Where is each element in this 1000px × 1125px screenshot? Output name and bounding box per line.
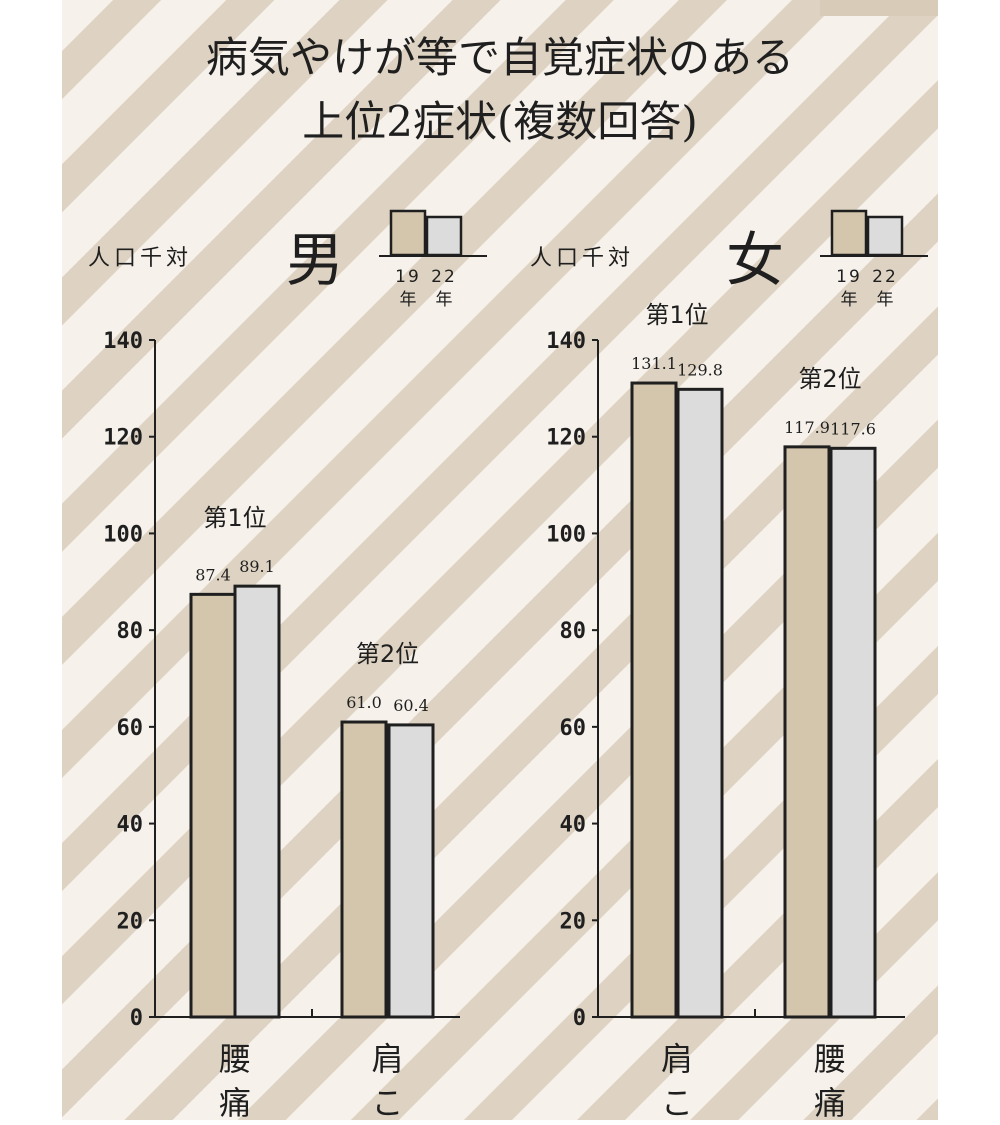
category-label: 腰: [219, 1040, 251, 1078]
category-label: 痛: [814, 1084, 846, 1120]
chart-title-line1: 病気やけが等で自覚症状のある: [206, 33, 794, 82]
legend-swatch-19: [389, 209, 427, 257]
data-label: 87.4: [195, 565, 231, 584]
legend-year-22: 22: [431, 267, 457, 287]
y-tick-label: 80: [560, 619, 587, 644]
y-tick-label: 60: [117, 716, 144, 741]
bar-腰痛-22: [233, 584, 281, 1019]
data-label: 117.9: [784, 418, 830, 437]
category-label: こ: [371, 1084, 403, 1120]
data-label: 89.1: [239, 557, 275, 576]
y-tick-label: 40: [560, 813, 587, 838]
bar-肩こ-22: [387, 723, 435, 1019]
y-tick-label: 120: [546, 426, 586, 451]
rank-label: 第1位: [645, 301, 708, 329]
bar-肩こ-22: [676, 387, 724, 1019]
bar-腰痛-22: [829, 446, 877, 1019]
legend: 19 年 22 年: [820, 209, 928, 310]
legend-suffix: 年: [841, 290, 858, 310]
y-tick-label: 0: [573, 1006, 586, 1031]
rank-label: 第1位: [203, 504, 266, 532]
legend-year-19: 19: [836, 267, 862, 287]
y-tick-label: 20: [117, 909, 144, 934]
legend: 19 年 22 年: [379, 209, 487, 310]
bar-腰痛-19: [783, 445, 831, 1019]
bar-肩こ-19: [340, 720, 388, 1019]
bar-肩こ-19: [630, 381, 678, 1019]
legend-swatch-22: [866, 215, 904, 257]
category-label: 肩: [371, 1040, 403, 1078]
y-tick-label: 40: [117, 813, 144, 838]
category-label: 腰: [814, 1040, 846, 1078]
unit-label: 人口千対: [530, 246, 634, 271]
panel-male: 人口千対 男 19 年 22 年 0 20 40 60 80 100 120 140 87.4 89.1 第1位…: [88, 209, 487, 1122]
y-tick-label: 100: [103, 522, 143, 547]
rank-label: 第2位: [356, 640, 419, 668]
y-tick-label: 80: [117, 619, 144, 644]
legend-year-19: 19: [395, 267, 421, 287]
legend-swatch-19: [830, 209, 868, 257]
legend-suffix: 年: [400, 290, 417, 310]
rank-label: 第2位: [798, 365, 861, 393]
y-tick-label: 100: [546, 522, 586, 547]
panel-title: 男: [286, 226, 344, 294]
y-tick-label: 0: [130, 1006, 143, 1031]
y-tick-label: 120: [103, 426, 143, 451]
legend-suffix: 年: [877, 290, 894, 310]
unit-label: 人口千対: [88, 246, 192, 271]
chart-title-line2: 上位2症状(複数回答): [302, 97, 698, 146]
bar-腰痛-19: [189, 592, 237, 1019]
panel-female: 人口千対 女 19 年 22 年 0 20 40 60 80 100 120 140 131.1 129.8 第…: [530, 209, 928, 1122]
y-tick-label: 140: [103, 329, 143, 354]
corner-fold: [820, 0, 938, 16]
data-label: 60.4: [393, 696, 429, 715]
legend-year-22: 22: [872, 267, 898, 287]
y-tick-label: 20: [560, 909, 587, 934]
category-label: 肩: [661, 1040, 693, 1078]
data-label: 131.1: [631, 354, 677, 373]
y-tick-label: 60: [560, 716, 587, 741]
data-label: 129.8: [677, 360, 723, 379]
data-label: 117.6: [830, 419, 876, 438]
y-tick-label: 140: [546, 329, 586, 354]
legend-suffix: 年: [436, 290, 453, 310]
category-label: こ: [661, 1084, 693, 1120]
category-label: 痛: [219, 1084, 251, 1120]
legend-swatch-22: [425, 215, 463, 257]
panel-title: 女: [726, 226, 784, 294]
data-label: 61.0: [346, 693, 382, 712]
